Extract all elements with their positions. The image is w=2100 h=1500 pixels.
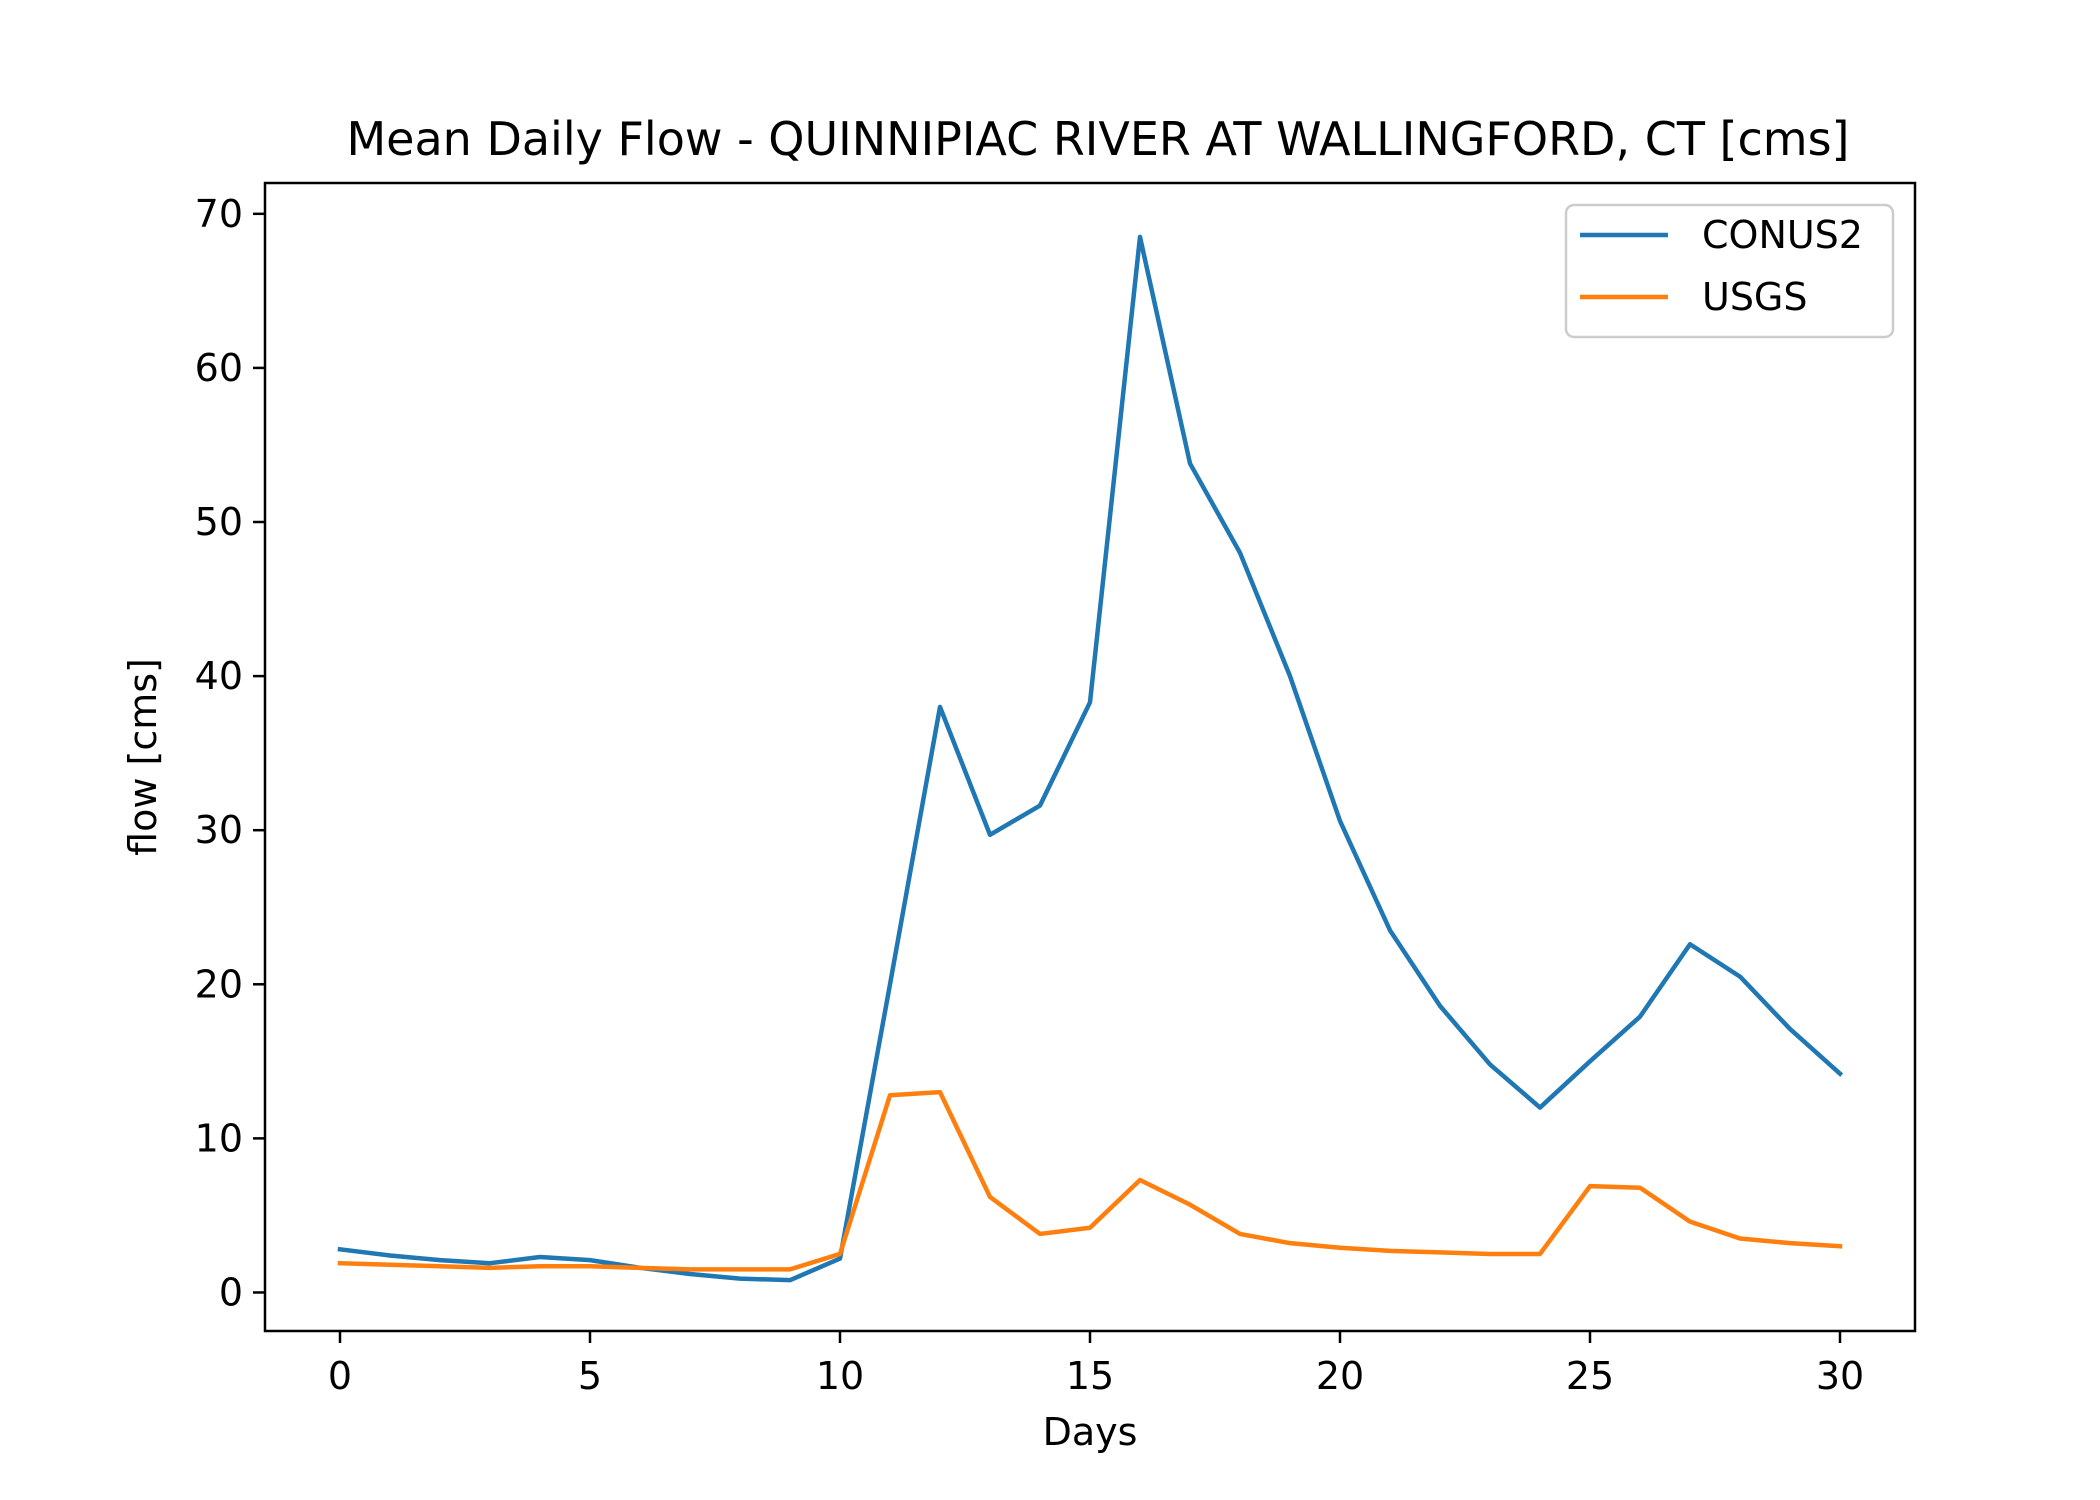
x-tick-label: 0	[328, 1354, 352, 1398]
conus2-line	[337, 234, 1844, 1283]
series-layer	[337, 234, 1844, 1283]
y-axis-label: flow [cms]	[121, 658, 165, 856]
y-axis: 0 10 20 30 40 50 60 70	[195, 192, 265, 1314]
y-tick-label: 40	[195, 654, 243, 698]
y-tick-label: 60	[195, 346, 243, 390]
legend: CONUS2 USGS	[1564, 203, 1895, 339]
y-tick-label: 50	[195, 500, 243, 544]
plot-frame	[263, 181, 1917, 1333]
x-tick-label: 10	[816, 1354, 864, 1398]
y-tick-label: 30	[195, 808, 243, 852]
x-axis: 0 5 10 15 20 25 30	[328, 1331, 1864, 1398]
x-tick-label: 15	[1066, 1354, 1114, 1398]
y-tick-label: 20	[195, 962, 243, 1006]
y-tick-label: 70	[195, 192, 243, 236]
x-tick-label: 30	[1816, 1354, 1864, 1398]
plot-area	[263, 181, 1917, 1333]
x-axis-label: Days	[1043, 1410, 1138, 1454]
x-tick-label: 5	[578, 1354, 602, 1398]
y-tick-label: 0	[219, 1270, 243, 1314]
legend-label: CONUS2	[1702, 213, 1863, 257]
x-tick-label: 25	[1566, 1354, 1614, 1398]
x-tick-label: 20	[1316, 1354, 1364, 1398]
usgs-line	[337, 1089, 1843, 1272]
legend-label: USGS	[1702, 275, 1808, 319]
y-tick-label: 10	[195, 1116, 243, 1160]
legend-items: CONUS2 USGS	[1580, 213, 1863, 319]
chart-title: Mean Daily Flow - QUINNIPIAC RIVER AT WA…	[346, 112, 1849, 166]
legend-frame	[1564, 203, 1895, 339]
